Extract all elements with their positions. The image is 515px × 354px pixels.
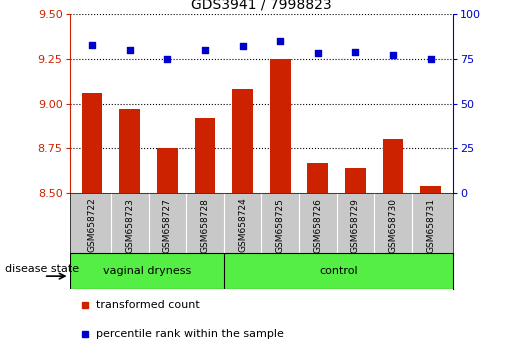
Text: transformed count: transformed count [96, 300, 200, 310]
Bar [383, 139, 403, 193]
Text: GSM658726: GSM658726 [313, 198, 322, 253]
Bar [307, 162, 328, 193]
Point [351, 49, 359, 55]
Text: GSM658727: GSM658727 [163, 198, 172, 253]
Text: vaginal dryness: vaginal dryness [102, 266, 191, 276]
Point [276, 38, 284, 44]
Bar [157, 148, 178, 193]
Bar [119, 109, 140, 193]
Point [426, 56, 435, 62]
Bar [82, 93, 102, 193]
Point [314, 51, 322, 56]
Text: GSM658731: GSM658731 [426, 198, 435, 253]
Bar [232, 89, 253, 193]
Bar [270, 59, 290, 193]
Bar [345, 168, 366, 193]
Point [238, 44, 247, 49]
Text: GSM658728: GSM658728 [200, 198, 210, 253]
Bar [420, 186, 441, 193]
Text: percentile rank within the sample: percentile rank within the sample [96, 329, 284, 339]
Point [88, 42, 96, 47]
Text: GSM658729: GSM658729 [351, 198, 360, 253]
Text: disease state: disease state [5, 264, 79, 274]
Point [163, 56, 171, 62]
Text: control: control [319, 266, 358, 276]
Text: GSM658724: GSM658724 [238, 198, 247, 252]
Text: GSM658722: GSM658722 [88, 198, 97, 252]
Text: GSM658723: GSM658723 [125, 198, 134, 253]
Text: GSM658730: GSM658730 [388, 198, 398, 253]
Point [389, 52, 397, 58]
Text: GSM658725: GSM658725 [276, 198, 285, 253]
Bar [195, 118, 215, 193]
Title: GDS3941 / 7998823: GDS3941 / 7998823 [191, 0, 332, 12]
Point [201, 47, 209, 53]
Point [126, 47, 134, 53]
